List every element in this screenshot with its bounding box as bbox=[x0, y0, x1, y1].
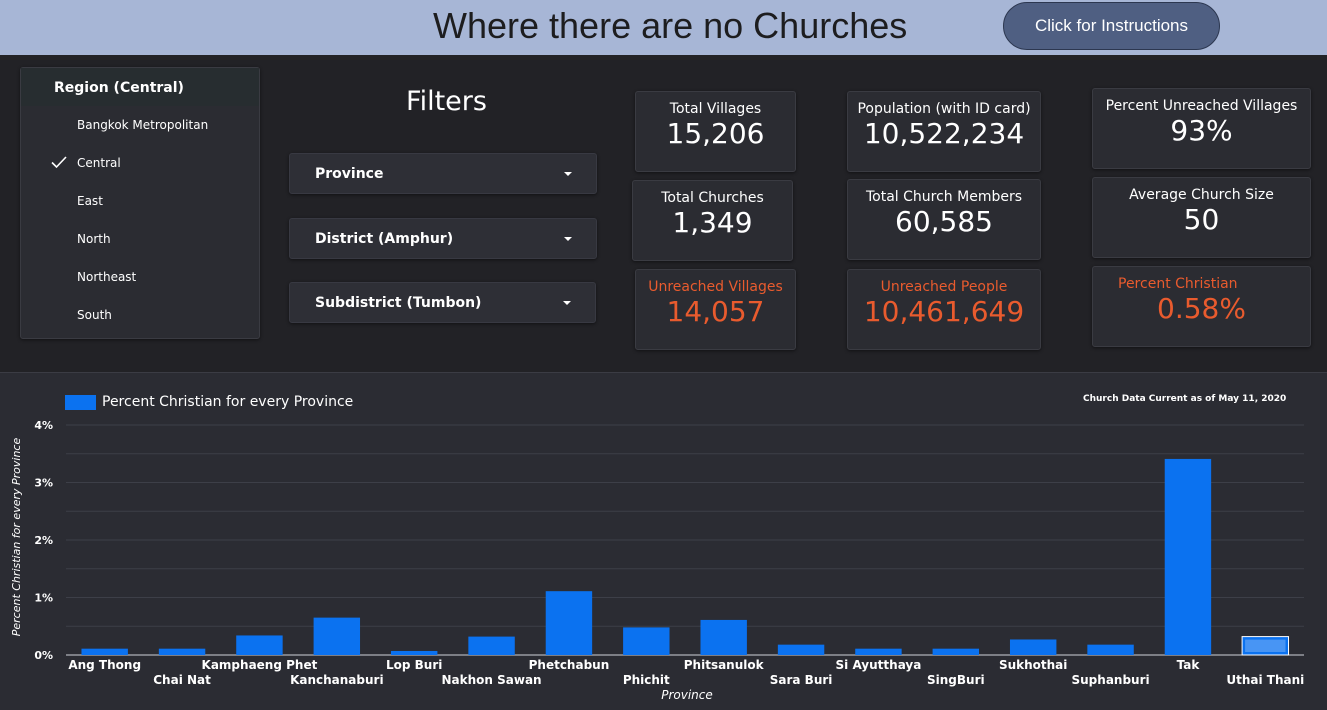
bar-highlight bbox=[1245, 639, 1286, 652]
card-label: Unreached People bbox=[880, 279, 1008, 295]
bar-phetchabun bbox=[545, 591, 593, 655]
x-tick-label: Kanchanaburi bbox=[290, 673, 384, 687]
bar-sara-buri bbox=[777, 644, 825, 655]
region-item-northeast[interactable]: Northeast bbox=[21, 258, 259, 296]
region-item-central[interactable]: Central bbox=[21, 144, 259, 182]
y-tick-label: 2% bbox=[34, 534, 53, 547]
province-dropdown[interactable]: Province bbox=[289, 153, 597, 194]
x-tick-label: Tak bbox=[1177, 658, 1201, 672]
region-item-label: North bbox=[77, 232, 111, 246]
bar-chai-nat bbox=[158, 648, 206, 655]
avg-church-size-card: Average Church Size 50 bbox=[1092, 177, 1311, 258]
y-tick-label: 3% bbox=[34, 477, 53, 490]
x-tick-label: Nakhon Sawan bbox=[442, 673, 542, 687]
region-item-label: Northeast bbox=[77, 270, 137, 284]
x-tick-label: Phetchabun bbox=[529, 658, 610, 672]
province-dropdown-label: Province bbox=[315, 166, 384, 182]
bar-chart: 0% 1% 2% 3% 4% Percent Christian for every Pr… bbox=[10, 419, 1304, 702]
filters-title: Filters bbox=[406, 86, 487, 117]
card-label: Percent Christian bbox=[1118, 276, 1238, 292]
caret-down-icon bbox=[563, 301, 571, 305]
card-value: 10,522,234 bbox=[863, 117, 1025, 150]
legend-label: Percent Christian for every Province bbox=[102, 394, 354, 410]
x-tick-label: Ang Thong bbox=[68, 658, 141, 672]
bar-sukhothai bbox=[1009, 639, 1057, 655]
card-label: Total Church Members bbox=[865, 189, 1023, 205]
region-item-north[interactable]: North bbox=[21, 220, 259, 258]
pct-unreached-villages-card: Percent Unreached Villages 93% bbox=[1092, 88, 1311, 169]
card-label: Average Church Size bbox=[1129, 187, 1274, 203]
bar-kamphaeng-phet bbox=[236, 635, 283, 655]
card-label: Total Churches bbox=[661, 190, 764, 206]
region-item-label: Central bbox=[77, 156, 121, 170]
region-item-south[interactable]: South bbox=[21, 296, 259, 334]
header-bar: Where there are no Churches Click for In… bbox=[0, 0, 1327, 55]
unreached-people-card: Unreached People 10,461,649 bbox=[847, 269, 1041, 350]
card-label: Population (with ID card) bbox=[857, 101, 1031, 117]
bar-nakhon-sawan bbox=[468, 636, 515, 655]
caret-down-icon bbox=[564, 237, 572, 241]
region-filter-header[interactable]: Region (Central) bbox=[21, 68, 259, 106]
x-tick-label: Chai Nat bbox=[153, 673, 211, 687]
subdistrict-dropdown-label: Subdistrict (Tumbon) bbox=[315, 295, 482, 311]
x-tick-label: Sara Buri bbox=[770, 673, 833, 687]
card-value: 1,349 bbox=[672, 206, 753, 239]
bar-suphanburi bbox=[1087, 644, 1134, 655]
x-tick-label: Si Ayutthaya bbox=[836, 658, 922, 672]
region-item-label: East bbox=[77, 194, 103, 208]
x-tick-label: Phitsanulok bbox=[684, 658, 765, 672]
bar-uthai-thani bbox=[1241, 636, 1290, 656]
card-value: 10,461,649 bbox=[863, 295, 1025, 328]
x-tick-label: Lop Buri bbox=[386, 658, 442, 672]
population-card: Population (with ID card) 10,522,234 bbox=[847, 91, 1041, 172]
legend-swatch bbox=[65, 395, 96, 410]
card-label: Percent Unreached Villages bbox=[1105, 98, 1298, 114]
bar-tak bbox=[1164, 458, 1212, 655]
x-tick-label: Kamphaeng Phet bbox=[202, 658, 318, 672]
bar-phitsanulok bbox=[700, 619, 747, 655]
bar-ang-thong bbox=[81, 648, 128, 655]
church-members-card: Total Church Members 60,585 bbox=[847, 179, 1041, 260]
x-tick-label: SingBuri bbox=[927, 673, 985, 687]
region-item-east[interactable]: East bbox=[21, 182, 259, 220]
district-dropdown-label: District (Amphur) bbox=[315, 231, 454, 247]
instructions-button[interactable]: Click for Instructions bbox=[1003, 2, 1220, 50]
total-villages-card: Total Villages 15,206 bbox=[635, 91, 796, 172]
card-value: 60,585 bbox=[895, 205, 993, 238]
card-label: Unreached Villages bbox=[648, 279, 783, 295]
x-tick-label: Sukhothai bbox=[999, 658, 1067, 672]
card-value: 15,206 bbox=[666, 117, 765, 150]
checkmark-icon bbox=[51, 156, 67, 169]
region-item-label: Bangkok Metropolitan bbox=[77, 118, 209, 132]
card-label: Total Villages bbox=[669, 101, 762, 117]
total-churches-card: Total Churches 1,349 bbox=[632, 180, 793, 261]
card-value: 14,057 bbox=[666, 295, 765, 328]
bar-kanchanaburi bbox=[313, 617, 361, 655]
region-filter-list: Region (Central) Bangkok Metropolitan Ce… bbox=[20, 67, 260, 339]
page-title: Where there are no Churches bbox=[433, 5, 908, 46]
data-note: Church Data Current as of May 11, 2020 bbox=[1083, 394, 1287, 404]
region-item-bangkok[interactable]: Bangkok Metropolitan bbox=[21, 106, 259, 144]
subdistrict-dropdown[interactable]: Subdistrict (Tumbon) bbox=[289, 282, 596, 323]
card-value: 50 bbox=[1183, 203, 1220, 236]
pct-christian-card: Percent Christian 0.58% bbox=[1092, 266, 1311, 347]
y-axis-title: Percent Christian for every Province bbox=[10, 438, 23, 637]
district-dropdown[interactable]: District (Amphur) bbox=[289, 218, 597, 259]
x-tick-label: Uthai Thani bbox=[1226, 673, 1304, 687]
caret-down-icon bbox=[564, 172, 572, 176]
unreached-villages-card: Unreached Villages 14,057 bbox=[635, 269, 796, 350]
x-tick-label: Phichit bbox=[623, 673, 670, 687]
bar-si-ayutthaya bbox=[855, 648, 902, 655]
bar-phichit bbox=[623, 627, 670, 655]
y-tick-label: 1% bbox=[34, 592, 53, 605]
bar-lop-buri bbox=[390, 650, 438, 655]
card-value: 0.58% bbox=[1157, 292, 1246, 325]
card-value: 93% bbox=[1170, 114, 1233, 147]
y-tick-label: 0% bbox=[34, 649, 53, 662]
region-item-label: South bbox=[77, 308, 112, 322]
bar-singburi bbox=[932, 648, 980, 655]
x-tick-label: Suphanburi bbox=[1072, 673, 1150, 687]
y-tick-label: 4% bbox=[34, 419, 53, 432]
x-axis-title: Province bbox=[661, 688, 713, 702]
